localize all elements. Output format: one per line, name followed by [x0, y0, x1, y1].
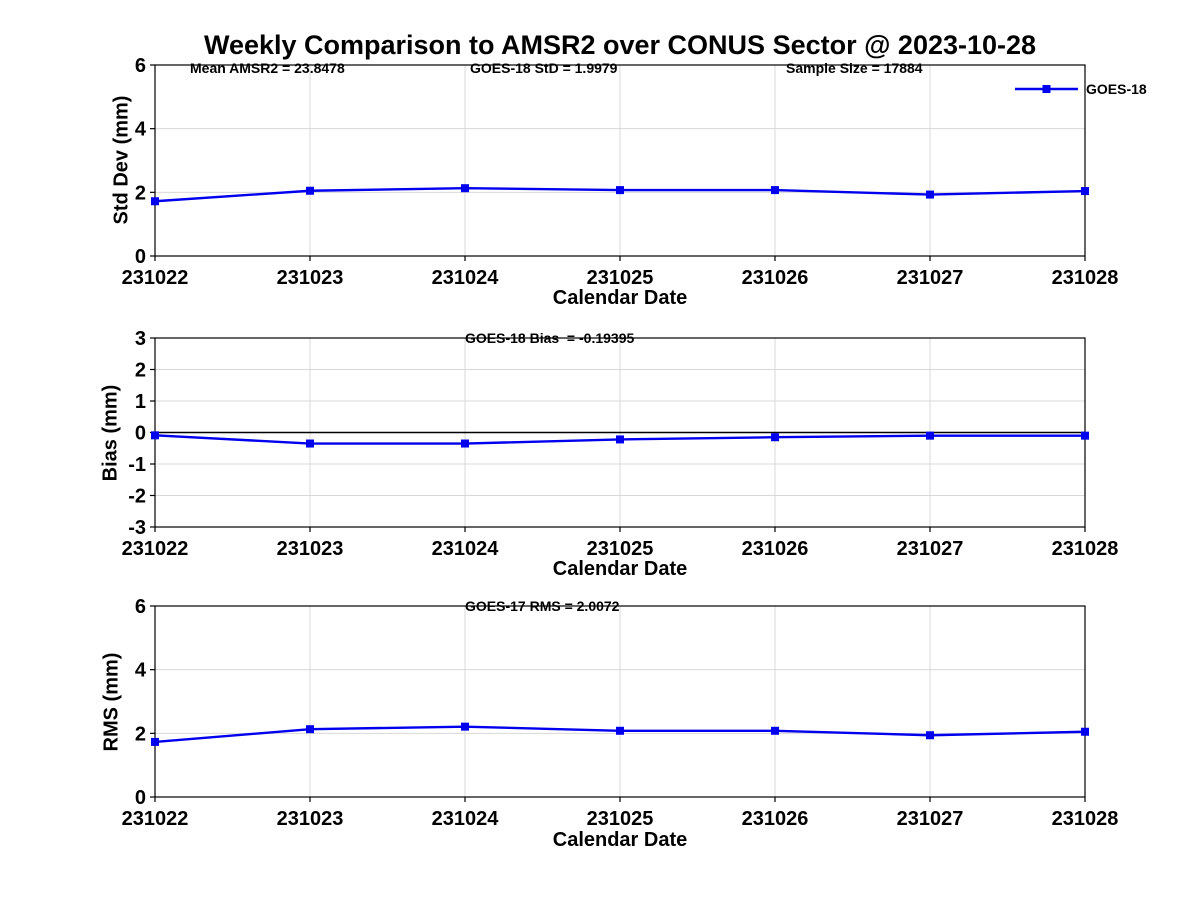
x-tick-label: 231023 [277, 267, 344, 289]
y-tick-label: 4 [135, 119, 147, 141]
x-tick-label: 231028 [1052, 538, 1119, 560]
x-tick-label: 231028 [1052, 808, 1119, 830]
y-tick-label: 0 [135, 246, 146, 268]
data-point-marker [461, 184, 469, 193]
data-point-marker [771, 433, 779, 442]
data-point-marker [616, 435, 624, 444]
x-axis-label-bias: Calendar Date [552, 558, 688, 580]
x-tick-label: 231026 [742, 538, 809, 560]
x-tick-label: 231024 [432, 808, 500, 830]
y-axis-label-bias: Bias (mm) [99, 384, 122, 482]
y-tick-label: 3 [135, 328, 146, 350]
figure-title: Weekly Comparison to AMSR2 over CONUS Se… [203, 30, 1037, 60]
y-axis-label-std-dev: Std Dev (mm) [110, 95, 133, 225]
y-tick-label: 2 [135, 723, 146, 745]
data-point-marker [306, 186, 314, 195]
legend-marker [1042, 85, 1051, 93]
legend [1015, 85, 1078, 93]
x-tick-label: 231025 [587, 267, 654, 289]
y-tick-label: 0 [135, 423, 146, 445]
x-tick-label: 231025 [587, 538, 654, 560]
y-tick-label: 4 [135, 660, 147, 682]
y-tick-label: 1 [135, 391, 146, 413]
x-tick-label: 231023 [277, 538, 344, 560]
x-tick-label: 231023 [277, 808, 344, 830]
subplot-bias: 231022 231023 231024 231025 231026 231027 2310… [122, 328, 1119, 560]
y-tick-label: 0 [135, 787, 146, 809]
x-tick-label: 231028 [1052, 267, 1119, 289]
annotation-goes18-bias: GOES-18 Bias = -0.19395 [465, 330, 635, 346]
data-point-marker [151, 431, 159, 440]
data-point-marker [151, 197, 159, 206]
x-axis-label-std-dev: Calendar Date [552, 287, 688, 309]
data-point-marker [616, 186, 624, 195]
data-point-marker [926, 731, 934, 740]
y-tick-label: 2 [135, 360, 146, 382]
x-tick-label: 231026 [742, 267, 809, 289]
data-point-marker [771, 726, 779, 735]
annotation-mean-amsr2: Mean AMSR2 = 23.8478 [190, 60, 345, 76]
data-point-marker [771, 186, 779, 195]
data-point-marker [926, 431, 934, 440]
y-tick-label: 6 [135, 55, 146, 77]
x-tick-label: 231025 [587, 808, 654, 830]
data-point-marker [1081, 727, 1089, 736]
data-point-marker [151, 737, 159, 746]
data-point-marker [306, 725, 314, 734]
data-point-marker [926, 190, 934, 199]
annotation-goes18-std: GOES-18 StD = 1.9979 [470, 60, 618, 76]
data-point-marker [1081, 431, 1089, 440]
y-tick-label: -1 [128, 454, 146, 476]
data-point-marker [461, 439, 469, 448]
x-tick-label: 231024 [432, 538, 500, 560]
x-tick-label: 231022 [122, 267, 189, 289]
x-tick-label: 231027 [897, 267, 964, 289]
legend-label: GOES-18 [1086, 81, 1147, 97]
y-axis-label-rms: RMS (mm) [100, 652, 123, 752]
x-tick-label: 231022 [122, 808, 189, 830]
x-tick-label: 231027 [897, 538, 964, 560]
subplot-rms: 231022 231023 231024 231025 231026 231027 2310… [122, 596, 1119, 830]
annotation-goes17-rms: GOES-17 RMS = 2.0072 [465, 598, 620, 614]
x-axis-label-rms: Calendar Date [552, 829, 688, 851]
subplot-std-dev: 231022 231023 231024 231025 231026 231027 2310… [122, 55, 1119, 289]
data-point-marker [306, 439, 314, 448]
data-point-marker [461, 722, 469, 731]
data-point-marker [1081, 187, 1089, 196]
data-point-marker [616, 726, 624, 735]
x-tick-label: 231027 [897, 808, 964, 830]
x-tick-label: 231024 [432, 267, 500, 289]
x-tick-label: 231022 [122, 538, 189, 560]
y-tick-label: 2 [135, 182, 146, 204]
x-tick-label: 231026 [742, 808, 809, 830]
annotation-sample-size: Sample Size = 17884 [786, 60, 923, 76]
y-tick-label: -3 [128, 517, 146, 539]
y-tick-label: -2 [128, 486, 146, 508]
y-tick-label: 6 [135, 596, 146, 618]
